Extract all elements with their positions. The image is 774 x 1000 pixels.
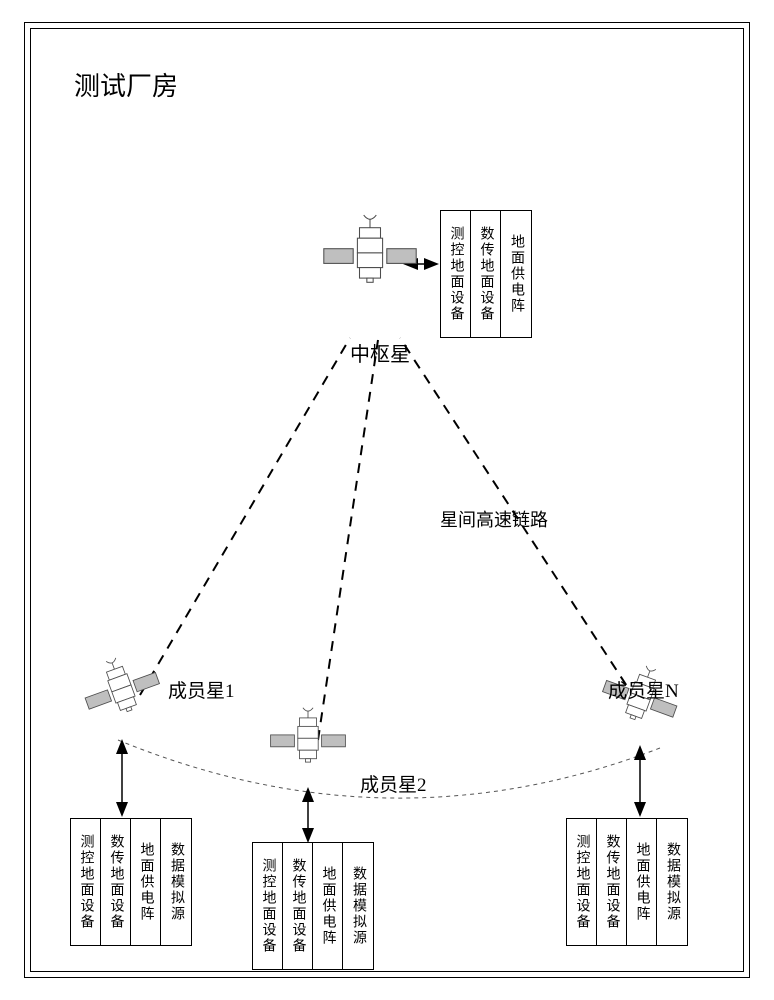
equipment-label: 数据模拟源 bbox=[662, 842, 682, 922]
equipment-cell: 测控地面设备 bbox=[71, 819, 101, 945]
diagram-canvas: 测试厂房 bbox=[0, 0, 774, 1000]
intersat-link-label: 星间高速链路 bbox=[440, 506, 548, 532]
equipment-cell: 地面供电阵 bbox=[313, 843, 343, 969]
equipment-label: 测控地面设备 bbox=[258, 858, 278, 954]
equipment-cell: 数据模拟源 bbox=[343, 843, 373, 969]
equipment-cell: 地面供电阵 bbox=[627, 819, 657, 945]
equipment-label: 数传地面设备 bbox=[602, 834, 622, 930]
equipment-label: 测控地面设备 bbox=[572, 834, 592, 930]
equipment-label: 地面供电阵 bbox=[136, 842, 156, 922]
equipment-cell: 数据模拟源 bbox=[657, 819, 687, 945]
equipment-label: 测控地面设备 bbox=[76, 834, 96, 930]
equipment-cell: 数传地面设备 bbox=[283, 843, 313, 969]
equipment-label: 地面供电阵 bbox=[632, 842, 652, 922]
member-2-equipment-group: 测控地面设备数传地面设备地面供电阵数据模拟源 bbox=[252, 842, 374, 970]
equipment-cell: 数据模拟源 bbox=[161, 819, 191, 945]
equipment-cell: 测控地面设备 bbox=[567, 819, 597, 945]
member-1-equipment-group: 测控地面设备数传地面设备地面供电阵数据模拟源 bbox=[70, 818, 192, 946]
equipment-label: 数据模拟源 bbox=[166, 842, 186, 922]
equipment-label: 数传地面设备 bbox=[106, 834, 126, 930]
member-n-equipment-group: 测控地面设备数传地面设备地面供电阵数据模拟源 bbox=[566, 818, 688, 946]
equipment-label: 数据模拟源 bbox=[348, 866, 368, 946]
equipment-cell: 地面供电阵 bbox=[501, 211, 531, 337]
central-equipment-group: 测控地面设备数传地面设备地面供电阵 bbox=[440, 210, 532, 338]
central-satellite-label: 中枢星 bbox=[350, 338, 410, 367]
member-satellite-1-label: 成员星1 bbox=[168, 676, 235, 703]
diagram-title: 测试厂房 bbox=[74, 66, 178, 103]
equipment-cell: 测控地面设备 bbox=[253, 843, 283, 969]
equipment-cell: 数传地面设备 bbox=[597, 819, 627, 945]
equipment-cell: 测控地面设备 bbox=[441, 211, 471, 337]
member-satellite-2-label: 成员星2 bbox=[360, 770, 427, 797]
equipment-label: 数传地面设备 bbox=[476, 226, 496, 322]
equipment-label: 数传地面设备 bbox=[288, 858, 308, 954]
member-satellite-n-label: 成员星N bbox=[608, 676, 679, 703]
equipment-cell: 数传地面设备 bbox=[471, 211, 501, 337]
equipment-label: 地面供电阵 bbox=[318, 866, 338, 946]
equipment-label: 地面供电阵 bbox=[506, 234, 526, 314]
equipment-cell: 数传地面设备 bbox=[101, 819, 131, 945]
equipment-cell: 地面供电阵 bbox=[131, 819, 161, 945]
equipment-label: 测控地面设备 bbox=[446, 226, 466, 322]
